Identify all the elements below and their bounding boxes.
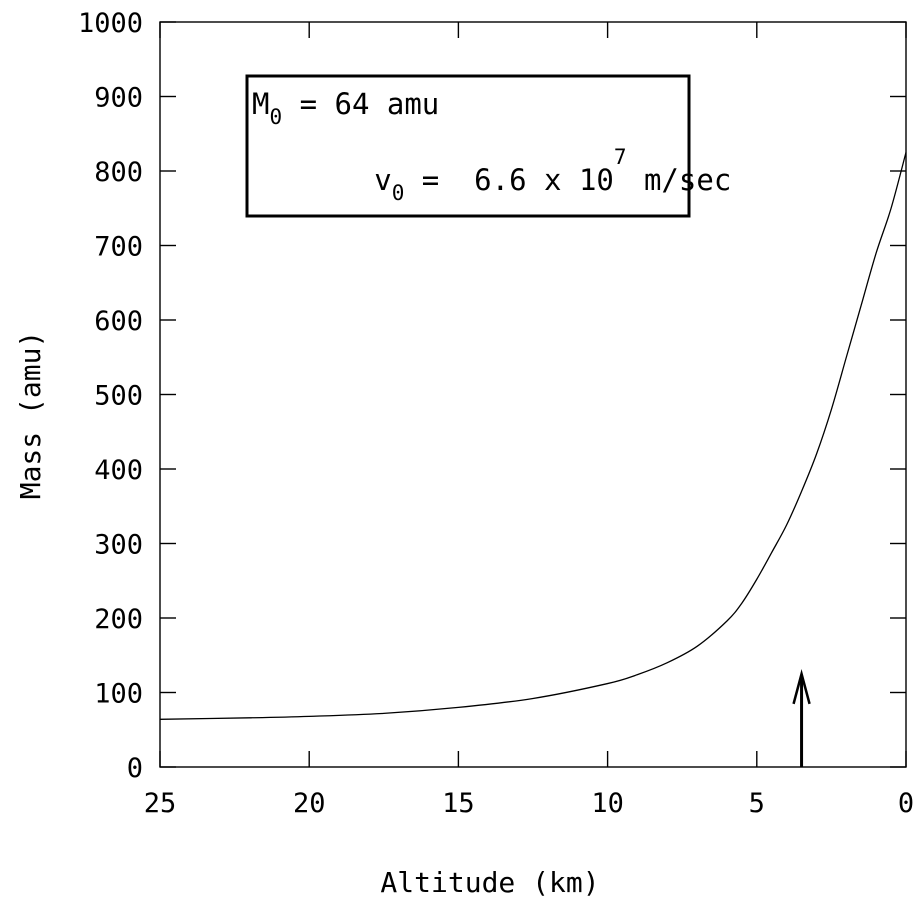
legend-velocity-pre: = 6.6 x 10	[404, 163, 614, 197]
y-tick-labels: 0 100 200 300 400 500 600 700 800 900 1000	[78, 8, 143, 784]
x-tick-label: 10	[591, 788, 624, 819]
y-axis-label: Mass (amu)	[14, 331, 47, 500]
x-tick-label: 20	[293, 788, 326, 819]
legend-mass-sub: 0	[269, 105, 282, 129]
x-tick-label: 5	[749, 788, 765, 819]
legend-line-velocity: v0 = 6.6 x 107 m/sec	[252, 145, 819, 205]
y-tick-label: 300	[94, 530, 143, 561]
x-tick-label: 15	[442, 788, 475, 819]
y-tick-label: 400	[94, 455, 143, 486]
y-tick-label: 600	[94, 306, 143, 337]
x-tick-labels: 25 20 15 10 5 0	[144, 788, 914, 819]
y-tick-label: 800	[94, 157, 143, 188]
legend-mass-base: M	[252, 87, 269, 121]
x-tick-label: 0	[898, 788, 914, 819]
legend-box: M0 = 64 amu v0 = 6.6 x 107 m/sec	[245, 74, 819, 218]
legend-velocity-sup: 7	[614, 145, 627, 169]
arrow-head	[792, 669, 811, 705]
y-tick-label: 1000	[78, 8, 143, 39]
x-tick-label: 25	[144, 788, 177, 819]
legend-line-mass: M0 = 64 amu	[252, 87, 439, 129]
y-tick-label: 0	[127, 753, 143, 784]
y-tick-label: 200	[94, 604, 143, 635]
annotation-arrow	[792, 669, 811, 767]
legend-velocity-post: m/sec	[627, 163, 732, 197]
axis-ticks	[159, 21, 907, 768]
y-tick-label: 500	[94, 381, 143, 412]
legend-frame	[245, 74, 691, 218]
x-axis-label: Altitude (km)	[380, 866, 599, 899]
legend-mass-text: = 64 amu	[282, 87, 439, 121]
y-tick-label: 900	[94, 83, 143, 114]
y-tick-label: 100	[94, 679, 143, 710]
legend-velocity-sub: 0	[392, 181, 405, 205]
y-tick-label: 700	[94, 232, 143, 263]
legend-velocity-base: v	[374, 163, 391, 197]
series-line	[159, 152, 907, 720]
